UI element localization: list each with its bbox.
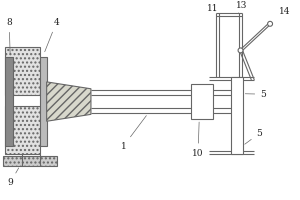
- Bar: [5, 106, 40, 154]
- Text: 14: 14: [279, 7, 291, 16]
- Bar: [191, 84, 213, 119]
- Text: 11: 11: [207, 4, 219, 13]
- Bar: [5, 47, 40, 95]
- Text: 8: 8: [6, 18, 12, 55]
- Bar: [5, 57, 13, 146]
- Bar: [231, 77, 242, 154]
- Text: 10: 10: [192, 122, 204, 158]
- Bar: [40, 57, 47, 146]
- Text: 1: 1: [121, 116, 146, 151]
- Text: 4: 4: [45, 18, 59, 52]
- Circle shape: [268, 21, 272, 26]
- Text: 5: 5: [245, 90, 266, 99]
- Circle shape: [238, 48, 243, 53]
- Text: 13: 13: [236, 1, 247, 13]
- Text: 5: 5: [245, 129, 262, 144]
- Bar: [3, 156, 58, 166]
- Text: 9: 9: [7, 168, 19, 187]
- Polygon shape: [47, 82, 91, 121]
